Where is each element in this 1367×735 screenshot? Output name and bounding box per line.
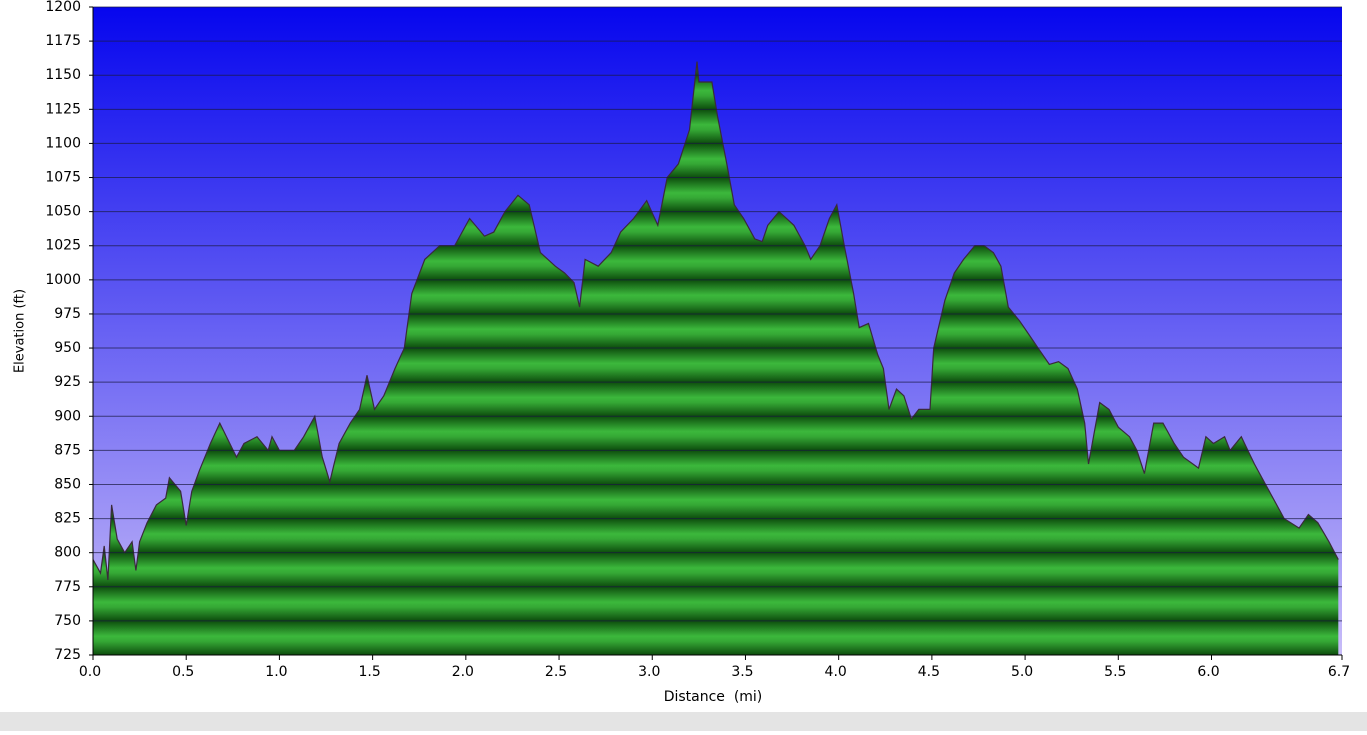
y-axis-title: Elevation (ft) [13,289,28,373]
elevation-area [93,61,1339,656]
y-tick-label: 1175 [45,33,81,49]
y-tick-label: 775 [54,579,81,595]
window-border [0,712,1367,731]
elevation-outline [92,61,1339,581]
x-tick-label: 1.5 [358,664,380,680]
y-tick-label: 850 [54,476,81,492]
x-tick-label: 2.5 [545,664,567,680]
x-tick-label: 0.5 [172,664,194,680]
x-tick-label: 6.7 [1328,664,1350,680]
y-tick-label: 1075 [45,170,81,186]
y-tick-label: 750 [54,613,81,629]
x-tick-label: 4.5 [918,664,940,680]
x-tick-label: 3.5 [731,664,753,680]
y-tick-label: 1100 [45,135,81,151]
x-tick-label: 5.5 [1104,664,1126,680]
y-tick-label: 800 [54,545,81,561]
x-tick-label: 3.0 [638,664,660,680]
y-tick-label: 900 [54,408,81,424]
x-axis-title: Distance (mi) [664,689,763,705]
x-tick-label: 4.0 [825,664,847,680]
x-tick-label: 2.0 [452,664,474,680]
y-tick-label: 875 [54,442,81,458]
y-tick-label: 975 [54,306,81,322]
y-tick-label: 925 [54,374,81,390]
y-tick-label: 1000 [45,272,81,288]
y-tick-label: 1200 [45,0,81,15]
y-tick-label: 825 [54,511,81,527]
y-tick-label: 1050 [45,204,81,220]
y-tick-label: 950 [54,340,81,356]
x-tick-label: 5.0 [1011,664,1033,680]
x-tick-label: 0.0 [79,664,101,680]
y-tick-label: 725 [54,647,81,663]
y-tick-label: 1025 [45,238,81,254]
x-tick-label: 6.0 [1197,664,1219,680]
y-tick-label: 1150 [45,67,81,83]
y-tick-label: 1125 [45,101,81,117]
x-tick-label: 1.0 [265,664,287,680]
